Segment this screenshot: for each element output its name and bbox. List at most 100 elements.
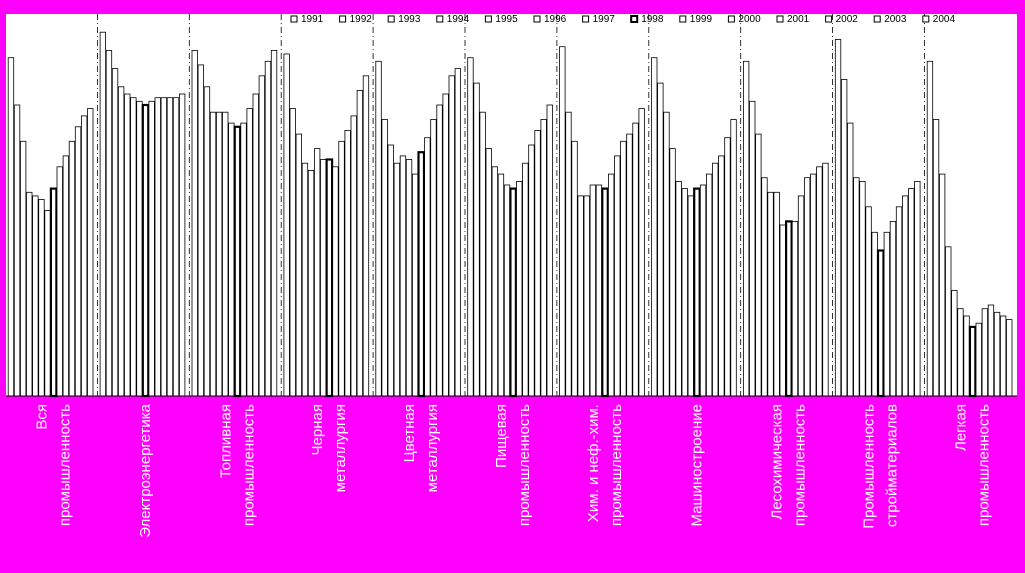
bar bbox=[479, 111, 486, 397]
bar bbox=[993, 311, 1001, 397]
bar bbox=[987, 304, 995, 397]
bar bbox=[522, 162, 529, 397]
category-label: Легкая bbox=[953, 404, 970, 451]
bar bbox=[424, 137, 431, 397]
category-label: Лесохимическая bbox=[769, 404, 786, 520]
bar bbox=[779, 224, 786, 397]
bar bbox=[601, 187, 609, 398]
bar bbox=[1000, 315, 1007, 397]
bar bbox=[203, 86, 211, 397]
bar bbox=[565, 111, 572, 397]
category-label: промышленность bbox=[516, 404, 533, 526]
bar bbox=[546, 104, 553, 397]
legend-label: 1993 bbox=[398, 14, 421, 25]
bar bbox=[313, 148, 321, 397]
bar bbox=[534, 129, 541, 397]
bar bbox=[632, 122, 639, 397]
bar bbox=[26, 191, 33, 397]
bar bbox=[620, 140, 627, 397]
legend-label: 2004 bbox=[933, 14, 956, 25]
bar bbox=[706, 173, 713, 397]
bar bbox=[651, 57, 658, 397]
bar bbox=[332, 166, 339, 397]
bar bbox=[32, 195, 39, 397]
bar bbox=[417, 151, 426, 398]
bar bbox=[362, 75, 370, 397]
bar bbox=[307, 169, 315, 397]
bar bbox=[540, 119, 547, 397]
bar bbox=[865, 206, 872, 397]
category-label: Цветная bbox=[401, 404, 418, 462]
bar bbox=[136, 100, 143, 397]
bar bbox=[411, 173, 419, 397]
bar bbox=[559, 46, 566, 397]
bar bbox=[784, 220, 793, 398]
bar bbox=[876, 249, 885, 398]
legend-label: 1997 bbox=[593, 14, 616, 25]
bar bbox=[712, 162, 719, 397]
bar bbox=[240, 122, 247, 397]
bar bbox=[902, 195, 909, 397]
bar bbox=[669, 148, 676, 397]
legend-swatch bbox=[727, 15, 735, 23]
bar bbox=[399, 155, 407, 397]
legend-label: 2003 bbox=[884, 14, 907, 25]
bar bbox=[178, 93, 186, 397]
legend-label: 2000 bbox=[738, 14, 761, 25]
bar bbox=[252, 93, 259, 397]
bar bbox=[295, 133, 303, 397]
bar bbox=[13, 104, 21, 397]
legend-swatch bbox=[825, 15, 833, 23]
category-label: Машиностроение bbox=[688, 404, 705, 526]
bar bbox=[589, 184, 596, 397]
bar bbox=[822, 162, 829, 397]
category-label: промышленность bbox=[240, 404, 257, 526]
bar bbox=[626, 133, 633, 397]
bar bbox=[491, 166, 499, 397]
bar bbox=[430, 119, 437, 397]
bar bbox=[344, 129, 351, 397]
bar bbox=[889, 220, 897, 397]
bar bbox=[963, 315, 970, 397]
bar bbox=[197, 64, 205, 397]
bar bbox=[68, 140, 76, 397]
bar bbox=[473, 82, 480, 397]
bar bbox=[74, 126, 82, 397]
bar bbox=[130, 97, 137, 397]
bar bbox=[209, 111, 217, 397]
bar bbox=[289, 108, 296, 397]
bar bbox=[767, 191, 774, 397]
bar bbox=[681, 188, 688, 397]
bar bbox=[730, 119, 737, 397]
bar bbox=[693, 187, 701, 398]
legend-swatch bbox=[582, 15, 590, 23]
bar bbox=[111, 68, 119, 397]
bar bbox=[614, 155, 621, 397]
bar bbox=[503, 184, 511, 397]
bar bbox=[595, 184, 603, 397]
bar bbox=[608, 173, 615, 397]
bar bbox=[841, 79, 848, 397]
legend-swatch bbox=[630, 15, 639, 23]
bar bbox=[968, 325, 977, 398]
bar bbox=[675, 180, 682, 397]
bar bbox=[87, 108, 94, 397]
bar bbox=[859, 180, 866, 397]
legend-swatch bbox=[533, 15, 541, 23]
bar bbox=[454, 68, 462, 397]
bar bbox=[516, 180, 523, 397]
category-label: Вся bbox=[34, 404, 51, 430]
bar bbox=[49, 187, 58, 398]
bar bbox=[834, 39, 842, 397]
bar bbox=[804, 177, 811, 397]
category-label: промышленность bbox=[976, 404, 993, 526]
bar bbox=[246, 108, 253, 397]
bar bbox=[356, 90, 364, 397]
legend-swatch bbox=[873, 15, 881, 23]
bar bbox=[7, 57, 15, 397]
bar bbox=[485, 148, 492, 397]
category-label: Хим. и неф.-хим. bbox=[585, 404, 602, 522]
bar bbox=[657, 82, 664, 397]
legend-swatch bbox=[436, 15, 444, 23]
bar bbox=[325, 158, 334, 398]
